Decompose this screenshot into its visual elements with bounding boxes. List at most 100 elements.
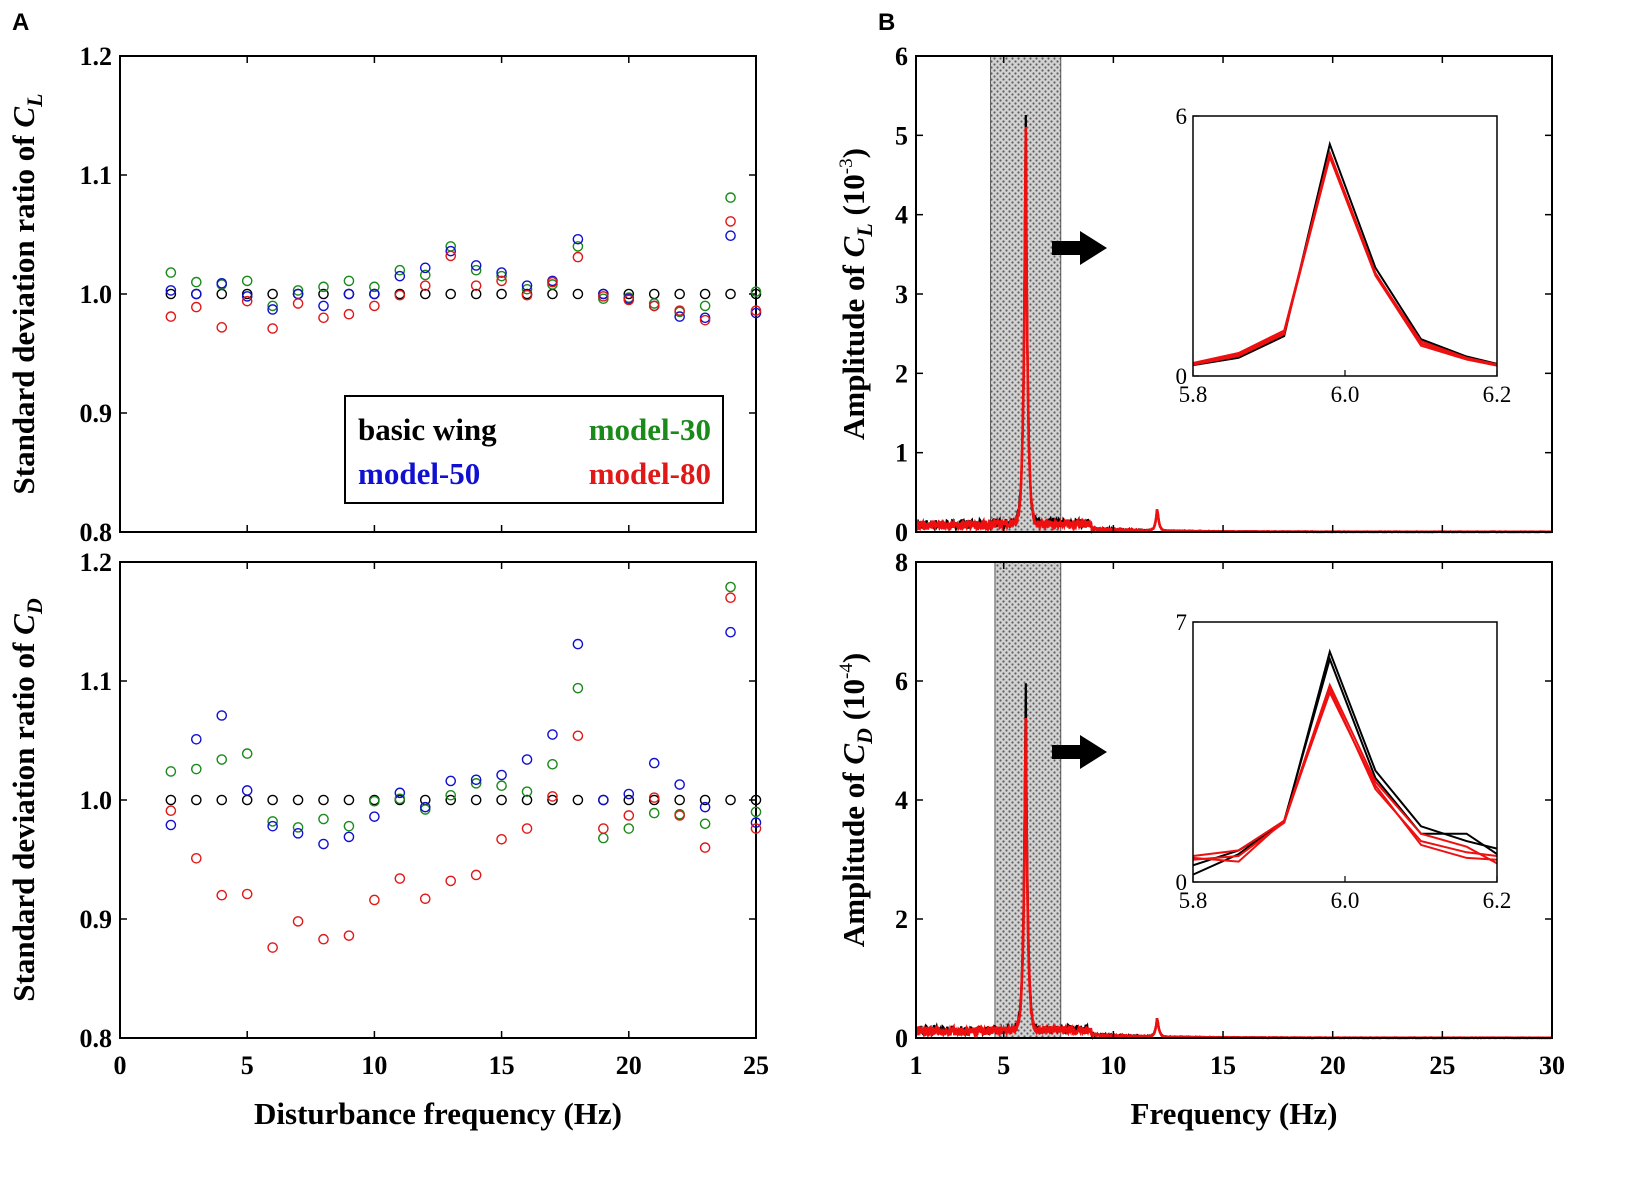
data-point-model-30 bbox=[699, 300, 711, 312]
data-point-model-50 bbox=[445, 775, 457, 787]
x-tick-label: 20 bbox=[1320, 1051, 1346, 1080]
data-point-model-30 bbox=[241, 748, 253, 759]
data-point-model-50 bbox=[496, 267, 507, 278]
data-point-model-30 bbox=[318, 281, 329, 293]
data-point-basic-wing bbox=[750, 794, 762, 806]
data-point-model-80 bbox=[191, 853, 202, 864]
y-tick-label: 1.1 bbox=[80, 161, 113, 190]
y-tick-label: 1.2 bbox=[80, 42, 113, 71]
y-axis-label-sub: L bbox=[852, 223, 877, 237]
inset-line-basic-wing-repeat- bbox=[1192, 655, 1498, 876]
y-axis-label-close: ) bbox=[836, 148, 871, 158]
data-point-model-50 bbox=[674, 311, 685, 322]
y-axis-label-text: Amplitude of bbox=[836, 257, 871, 440]
data-point-basic-wing bbox=[496, 794, 507, 806]
data-point-model-30 bbox=[394, 264, 406, 276]
data-point-basic-wing bbox=[674, 794, 685, 806]
data-point-basic-wing bbox=[572, 288, 584, 300]
y-axis-label: Amplitude of CL (10-3) bbox=[836, 148, 877, 440]
data-point-model-30 bbox=[521, 786, 533, 797]
data-point-model-30 bbox=[191, 763, 202, 775]
data-point-model-80 bbox=[318, 312, 329, 324]
x-tick-label: 30 bbox=[1539, 1051, 1565, 1080]
y-tick-label: 6 bbox=[895, 667, 908, 696]
data-point-model-80 bbox=[165, 311, 177, 322]
data-point-model-30 bbox=[369, 281, 380, 293]
data-point-model-50 bbox=[165, 819, 177, 831]
data-point-model-50 bbox=[343, 831, 355, 843]
data-point-model-80 bbox=[394, 873, 406, 884]
data-point-basic-wing bbox=[470, 288, 482, 300]
data-point-model-80 bbox=[369, 300, 380, 312]
y-axis-label-space bbox=[836, 216, 871, 224]
data-point-model-80 bbox=[445, 875, 457, 887]
inset-background bbox=[1193, 622, 1497, 882]
y-tick-label: 0.8 bbox=[80, 518, 113, 547]
data-point-basic-wing bbox=[216, 288, 228, 300]
x-tick-label: 5 bbox=[997, 1051, 1010, 1080]
y-tick-label: 5 bbox=[895, 121, 908, 150]
legend-entry-basic-wing: basic wing bbox=[358, 412, 497, 447]
data-point-model-30 bbox=[547, 759, 558, 770]
data-point-model-30 bbox=[267, 816, 278, 827]
x-tick-label: 15 bbox=[489, 1051, 515, 1080]
x-tick-label: 1 bbox=[910, 1051, 923, 1080]
data-point-model-80 bbox=[419, 893, 431, 905]
data-point-model-50 bbox=[318, 838, 329, 850]
y-axis-label: Standard deviation ratio of CD bbox=[6, 598, 47, 1002]
inset-y-tick-label: 6 bbox=[1176, 104, 1188, 129]
data-point-model-30 bbox=[496, 780, 507, 792]
x-axis-label: Frequency (Hz) bbox=[1131, 1096, 1338, 1131]
data-point-basic-wing bbox=[419, 288, 431, 300]
data-point-basic-wing bbox=[445, 794, 457, 806]
data-point-model-30 bbox=[369, 795, 380, 807]
data-point-basic-wing bbox=[521, 794, 533, 806]
y-axis-label-sub: D bbox=[22, 598, 47, 615]
data-point-model-50 bbox=[674, 779, 685, 790]
y-tick-label: 4 bbox=[895, 786, 908, 815]
data-point-model-50 bbox=[216, 710, 228, 721]
y-tick-label: 1.1 bbox=[80, 667, 113, 696]
data-point-model-30 bbox=[191, 276, 202, 288]
data-point-basic-wing bbox=[318, 288, 329, 300]
data-point-model-30 bbox=[165, 267, 177, 278]
data-point-basic-wing bbox=[216, 794, 228, 806]
data-point-model-80 bbox=[750, 823, 762, 834]
data-point-basic-wing bbox=[191, 794, 202, 806]
data-point-model-50 bbox=[521, 754, 533, 765]
data-point-basic-wing bbox=[623, 288, 635, 300]
data-point-model-30 bbox=[496, 270, 507, 282]
data-point-model-30 bbox=[470, 778, 482, 789]
data-point-model-30 bbox=[165, 766, 177, 777]
x-tick-label: 25 bbox=[743, 1051, 769, 1080]
data-point-model-80 bbox=[343, 308, 355, 320]
inset-x-tick-label: 6.2 bbox=[1483, 382, 1512, 407]
data-point-model-50 bbox=[648, 757, 660, 769]
data-point-model-50 bbox=[445, 245, 457, 257]
data-point-model-80 bbox=[216, 322, 228, 333]
data-point-basic-wing bbox=[725, 794, 736, 806]
data-point-model-80 bbox=[521, 823, 533, 834]
data-point-basic-wing bbox=[496, 288, 507, 300]
data-point-model-50 bbox=[547, 729, 558, 740]
y-tick-label: 0.9 bbox=[80, 905, 113, 934]
data-point-model-50 bbox=[572, 638, 584, 650]
data-point-basic-wing bbox=[267, 288, 278, 300]
data-point-basic-wing bbox=[725, 288, 736, 300]
y-tick-label: 0.8 bbox=[80, 1024, 113, 1053]
data-point-model-80 bbox=[623, 810, 635, 821]
data-point-basic-wing bbox=[343, 794, 355, 806]
data-point-basic-wing bbox=[445, 288, 457, 300]
data-point-model-80 bbox=[267, 942, 278, 953]
y-tick-label: 6 bbox=[895, 42, 908, 71]
y-axis-label: Standard deviation ratio of CL bbox=[6, 94, 47, 495]
inset-x-tick-label: 6.0 bbox=[1331, 888, 1360, 913]
data-point-basic-wing bbox=[648, 288, 660, 300]
inset-line-model-80 bbox=[1192, 151, 1498, 366]
legend-entry-model-50: model-50 bbox=[358, 456, 480, 491]
inset-x-tick-label: 6.0 bbox=[1331, 382, 1360, 407]
y-axis-label-var: C bbox=[6, 107, 41, 128]
data-point-model-50 bbox=[191, 734, 202, 745]
data-point-model-50 bbox=[750, 817, 762, 828]
data-point-basic-wing bbox=[318, 794, 329, 806]
